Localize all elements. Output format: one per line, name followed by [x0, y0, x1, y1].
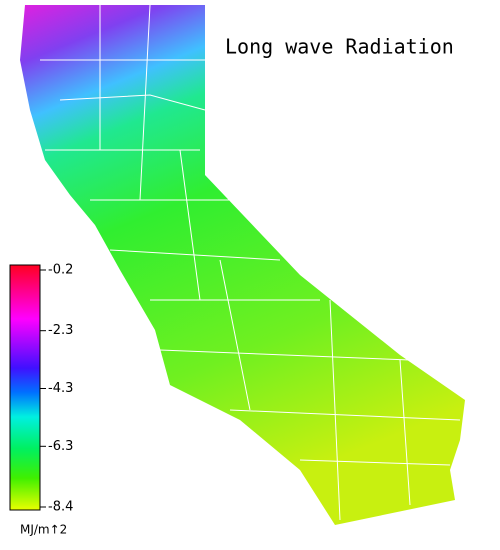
colorbar-tick-label: -0.2 — [48, 263, 73, 278]
colorbar — [9, 264, 41, 511]
county-lines — [40, 4, 461, 521]
colorbar-tick-label: -8.4 — [48, 500, 73, 515]
colorbar-tick-label: -2.3 — [48, 323, 73, 338]
state-shape — [20, 5, 465, 525]
map-title: Long wave Radiation — [225, 35, 454, 59]
colorbar-tick-label: -4.3 — [48, 381, 73, 396]
state-map — [20, 4, 465, 525]
colorbar-tick-label: -6.3 — [48, 439, 73, 454]
colorbar-label: MJ/m↑2 — [20, 523, 67, 537]
